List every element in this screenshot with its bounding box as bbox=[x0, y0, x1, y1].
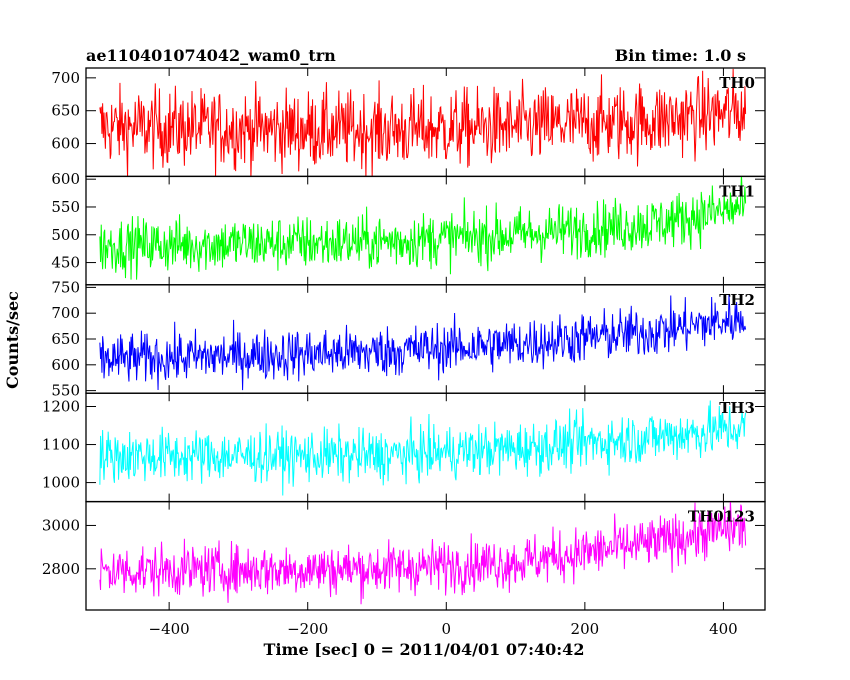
x-tick-label: 200 bbox=[571, 620, 600, 638]
panel-th3: 1000 1100 1200 TH3 bbox=[42, 392, 766, 503]
panel-th1: 450 500 550 600 TH1 bbox=[51, 170, 766, 286]
y-tick-label: 700 bbox=[51, 69, 80, 87]
series-line-th3 bbox=[99, 400, 747, 496]
y-tick-label: 2800 bbox=[42, 560, 80, 578]
panel-label-th3: TH3 bbox=[719, 399, 755, 417]
x-tick-label: 0 bbox=[442, 620, 452, 638]
panel-label-th1: TH1 bbox=[719, 182, 755, 200]
y-tick-label: 650 bbox=[51, 330, 80, 348]
bin-time-label: Bin time: 1.0 s bbox=[615, 46, 746, 65]
x-axis: −400 −200 0 200 400 bbox=[149, 620, 738, 638]
y-tick-label: 700 bbox=[51, 304, 80, 322]
x-tick-label: −200 bbox=[287, 620, 328, 638]
x-tick-label: −400 bbox=[149, 620, 190, 638]
panel-frame bbox=[85, 175, 766, 286]
panel-th0: 600 650 700 TH0 bbox=[51, 67, 766, 178]
y-tick-label: 550 bbox=[51, 198, 80, 216]
panel-label-th0123: TH0123 bbox=[688, 508, 755, 526]
panel-th0123: 2800 3000 TH0123 bbox=[42, 500, 766, 611]
x-tick-label: 400 bbox=[709, 620, 738, 638]
y-tick-label: 1100 bbox=[42, 436, 80, 454]
y-tick-label: 500 bbox=[51, 226, 80, 244]
panel-th2: 550 600 650 700 750 TH2 bbox=[51, 278, 766, 400]
plot-title: ae110401074042_wam0_trn bbox=[86, 46, 336, 65]
y-tick-label: 1200 bbox=[42, 398, 80, 416]
series-line-th0123 bbox=[99, 501, 747, 605]
series-line-th1 bbox=[99, 176, 747, 280]
y-tick-label: 450 bbox=[51, 254, 80, 272]
panel-label-th0: TH0 bbox=[719, 74, 755, 92]
panel-label-th2: TH2 bbox=[719, 291, 755, 309]
y-tick-label: 600 bbox=[51, 356, 80, 374]
y-tick-label: 750 bbox=[51, 278, 80, 296]
y-tick-label: 600 bbox=[51, 135, 80, 153]
y-tick-label: 550 bbox=[51, 382, 80, 400]
y-tick-label: 1000 bbox=[42, 474, 80, 492]
y-tick-label: 3000 bbox=[42, 516, 80, 534]
series-line-th2 bbox=[99, 294, 747, 391]
panel-frame bbox=[85, 500, 766, 611]
y-tick-label: 600 bbox=[51, 170, 80, 188]
x-axis-title: Time [sec] 0 = 2011/04/01 07:40:42 bbox=[264, 640, 585, 659]
y-axis-title: Counts/sec bbox=[3, 291, 22, 389]
series-line-th0 bbox=[99, 68, 747, 177]
panels-group: 600 650 700 TH0 450 500 550 600 TH1 550 600 650 700 7… bbox=[42, 67, 766, 611]
y-tick-label: 650 bbox=[51, 102, 80, 120]
